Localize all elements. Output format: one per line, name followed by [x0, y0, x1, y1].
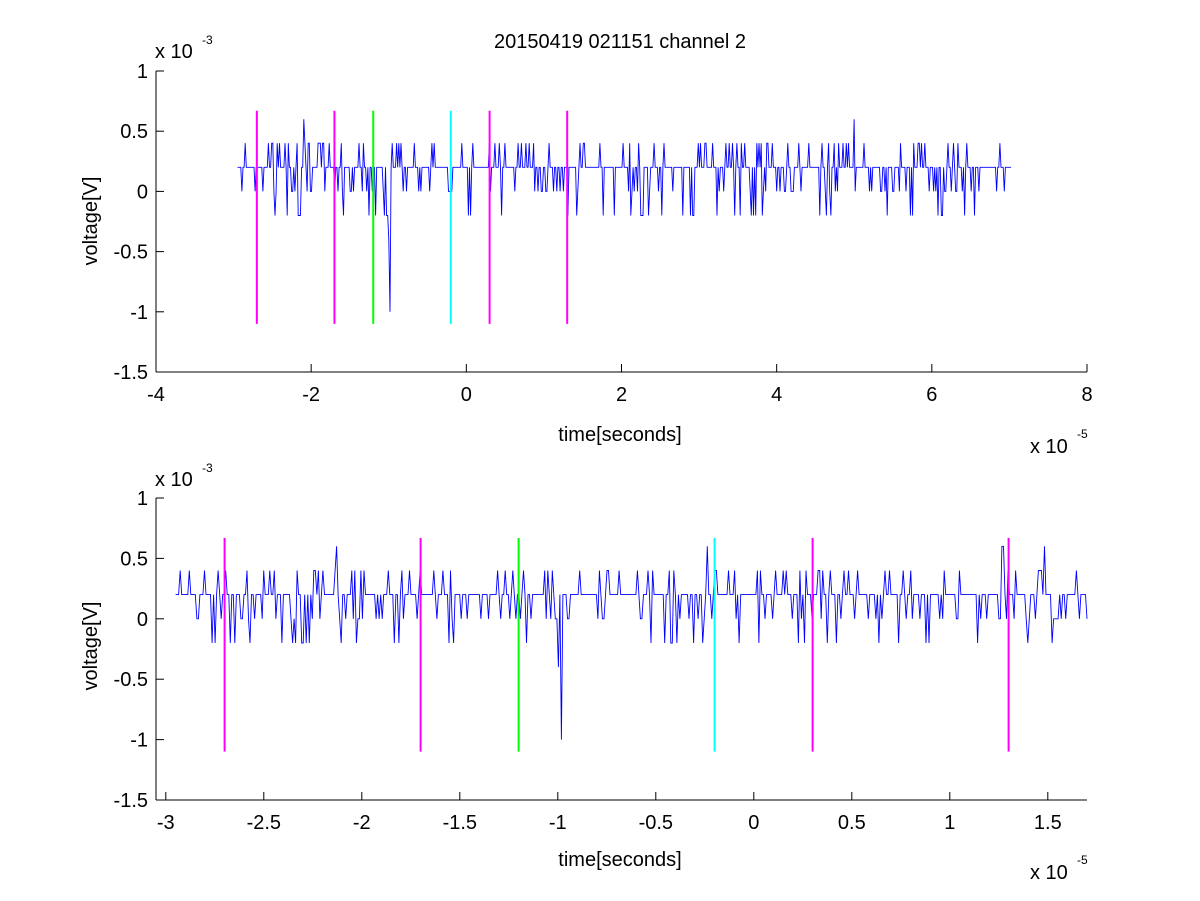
bottom-x-exponent-power: -5	[1077, 853, 1088, 867]
top-y-label: voltage[V]	[80, 177, 102, 266]
bottom-x-tick-label: 1.5	[1034, 812, 1062, 834]
bottom-x-tick-label: 0	[748, 812, 759, 834]
figure-title: 20150419 021151 channel 2	[494, 31, 746, 53]
bottom-x-tick-label: -1	[549, 812, 567, 834]
top-x-exponent-power: -5	[1077, 427, 1088, 441]
top-y-exponent-power: -3	[202, 33, 213, 47]
bottom-y-tick-label: 1	[137, 488, 148, 510]
top-x-tick-label: -2	[302, 384, 320, 406]
top-y-tick-label: -1.5	[114, 362, 148, 384]
top-x-tick-label: 4	[771, 384, 782, 406]
bottom-y-tick-label: -1.5	[114, 790, 148, 812]
top-x-tick-label: 6	[926, 384, 937, 406]
bottom-x-tick-label: 0.5	[838, 812, 866, 834]
top-x-tick-label: -4	[147, 384, 165, 406]
bottom-y-exponent-power: -3	[202, 461, 213, 475]
top-x-tick-label: 2	[616, 384, 627, 406]
top-x-label: time[seconds]	[558, 424, 681, 446]
top-y-tick-label: -0.5	[114, 242, 148, 264]
bottom-x-tick-label: -2.5	[247, 812, 281, 834]
bottom-x-tick-label: -3	[157, 812, 175, 834]
bottom-x-tick-label: 1	[944, 812, 955, 834]
bottom-y-tick-label: -0.5	[114, 669, 148, 691]
top-axes: -4 -2 0 2 4 6 8 -1.5 -1 -0.5 0 0.5 1 x 10 -3 time[se…	[80, 33, 1093, 458]
top-x-exponent-base: x 10	[1030, 436, 1068, 458]
top-y-exponent-base: x 10	[155, 41, 193, 63]
top-y-tick-label: -1	[130, 302, 148, 324]
top-x-tick-label: 8	[1081, 384, 1092, 406]
bottom-y-exponent-base: x 10	[155, 469, 193, 491]
bottom-y-tick-label: 0	[137, 609, 148, 631]
bottom-signal-trace	[175, 545, 1088, 740]
bottom-x-tick-label: -0.5	[639, 812, 673, 834]
bottom-x-exponent-base: x 10	[1030, 862, 1068, 884]
bottom-y-tick-label: -1	[130, 730, 148, 752]
bottom-y-label: voltage[V]	[80, 602, 102, 691]
top-x-tick-label: 0	[461, 384, 472, 406]
top-y-tick-label: 1	[137, 61, 148, 83]
bottom-x-tick-label: -1.5	[443, 812, 477, 834]
bottom-axes: -3 -2.5 -2 -1.5 -1 -0.5 0 0.5 1 1.5 -1.5 -1 -0.5 0 0.5…	[80, 461, 1088, 884]
top-y-tick-label: 0.5	[120, 121, 148, 143]
top-y-tick-label: 0	[137, 181, 148, 203]
bottom-y-tick-label: 0.5	[120, 548, 148, 570]
top-signal-trace	[237, 119, 1011, 312]
bottom-x-tick-label: -2	[353, 812, 371, 834]
bottom-x-label: time[seconds]	[558, 849, 681, 871]
